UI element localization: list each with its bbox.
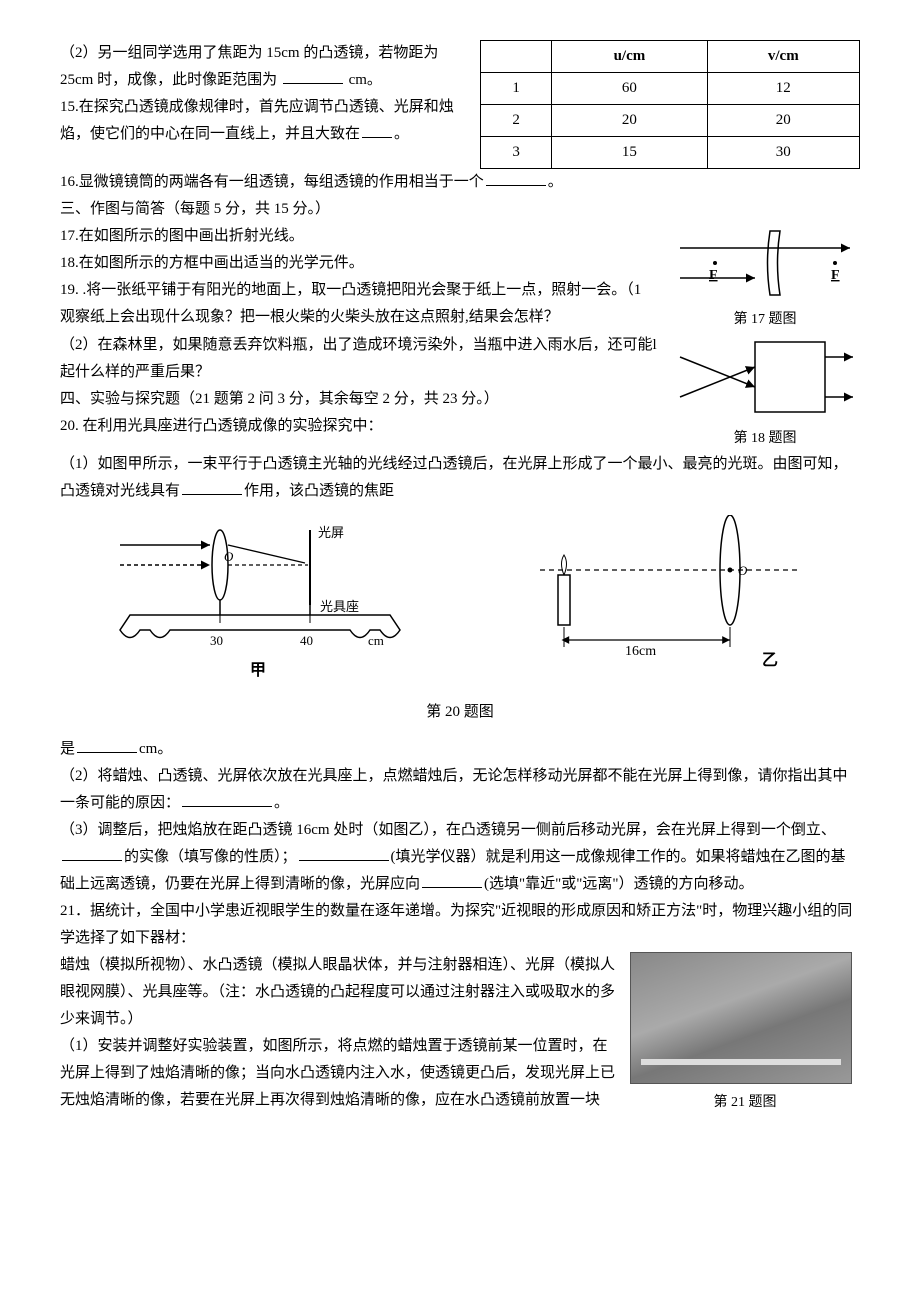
svg-text:光具座: 光具座 <box>320 599 359 614</box>
q20-2-blank <box>182 791 272 807</box>
candle-lens-icon: O 16cm 乙 <box>510 515 810 685</box>
cell: 3 <box>481 137 552 169</box>
fig17-F-left: F <box>709 268 718 283</box>
svg-text:cm: cm <box>368 633 384 648</box>
fig20-caption: 第 20 题图 <box>60 699 860 726</box>
q14-2-blank <box>283 68 343 84</box>
q17: 17.在如图所示的图中画出折射光线。 <box>60 223 658 250</box>
section3-heading: 三、作图与简答（每题 5 分，共 15 分。） <box>60 196 860 223</box>
cell: 15 <box>552 137 707 169</box>
q20-intro: 20. 在利用光具座进行凸透镜成像的实验探究中： <box>60 413 658 440</box>
uv-table: u/cm v/cm 1 60 12 2 20 20 3 15 30 <box>480 40 860 169</box>
q18: 18.在如图所示的方框中画出适当的光学元件。 <box>60 250 658 277</box>
q20-1-b: 作用，该凸透镜的焦距 <box>244 483 394 499</box>
q15-text: 15.在探究凸透镜成像规律时，首先应调节凸透镜、光屏和烛焰，使它们的中心在同一直… <box>60 94 460 148</box>
svg-text:光屏: 光屏 <box>318 525 344 540</box>
q14-2-text: （2）另一组同学选用了焦距为 15cm 的凸透镜，若物距为 25cm 时，成像，… <box>60 40 460 148</box>
q20-1: （1）如图甲所示，一束平行于凸透镜主光轴的光线经过凸透镜后，在光屏上形成了一个最… <box>60 451 860 505</box>
q19-2-block: （2）在森林里，如果随意丢弃饮料瓶，出了造成环境污染外，当瓶中进入雨水后，还可能… <box>60 332 860 451</box>
q16-blank <box>486 170 546 186</box>
q21-body: 蜡烛（模拟所视物）、水凸透镜（模拟人眼晶状体，并与注射器相连）、光屏（模拟人眼视… <box>60 952 618 1033</box>
q20-2: （2）将蜡烛、凸透镜、光屏依次放在光具座上，点燃蜡烛后，无论怎样移动光屏都不能在… <box>60 763 860 817</box>
q17-19-block: 17.在如图所示的图中画出折射光线。 18.在如图所示的方框中画出适当的光学元件… <box>60 223 860 332</box>
q16-a: 16.显微镜镜筒的两端各有一组透镜，每组透镜的作用相当于一个 <box>60 174 484 190</box>
q15-blank <box>362 122 392 138</box>
q20-cont: 是 cm。 <box>60 736 860 763</box>
svg-text:16cm: 16cm <box>625 644 656 659</box>
table-row: u/cm v/cm <box>481 41 860 73</box>
q14-and-table: （2）另一组同学选用了焦距为 15cm 的凸透镜，若物距为 25cm 时，成像，… <box>60 40 860 169</box>
q21-row: 蜡烛（模拟所视物）、水凸透镜（模拟人眼晶状体，并与注射器相连）、光屏（模拟人眼视… <box>60 952 860 1115</box>
cell: 2 <box>481 105 552 137</box>
th-blank <box>481 41 552 73</box>
cell: 1 <box>481 73 552 105</box>
fig20-row: O 光屏 光具座 30 40 cm 甲 <box>60 515 860 695</box>
q20-1-a: （1）如图甲所示，一束平行于凸透镜主光轴的光线经过凸透镜后，在光屏上形成了一个最… <box>60 456 848 499</box>
q16-b: 。 <box>548 174 563 190</box>
q21-text-col: 蜡烛（模拟所视物）、水凸透镜（模拟人眼晶状体，并与注射器相连）、光屏（模拟人眼视… <box>60 952 618 1114</box>
cell: 20 <box>552 105 707 137</box>
fig21: 第 21 题图 <box>630 952 860 1115</box>
q20-3: （3）调整后，把烛焰放在距凸透镜 16cm 处时（如图乙），在凸透镜另一侧前后移… <box>60 817 860 898</box>
q20-2-b: 。 <box>274 795 289 811</box>
table-row: 2 20 20 <box>481 105 860 137</box>
q21-intro: 21．据统计，全国中小学患近视眼学生的数量在逐年递增。为探究"近视眼的形成原因和… <box>60 898 860 952</box>
th-v: v/cm <box>707 41 859 73</box>
q20-3-blank2 <box>299 845 389 861</box>
table-row: 1 60 12 <box>481 73 860 105</box>
q19-2-text: （2）在森林里，如果随意丢弃饮料瓶，出了造成环境污染外，当瓶中进入雨水后，还可能… <box>60 332 658 440</box>
fig17-F-right: F <box>831 268 840 283</box>
cell: 12 <box>707 73 859 105</box>
q20-1-blank1 <box>182 479 242 495</box>
q20-cont-a: 是 <box>60 741 75 757</box>
q20-3-a: （3）调整后，把烛焰放在距凸透镜 16cm 处时（如图乙），在凸透镜另一侧前后移… <box>60 822 836 838</box>
section4-heading: 四、实验与探究题（21 题第 2 问 3 分，其余每空 2 分，共 23 分。） <box>60 386 658 413</box>
svg-text:40: 40 <box>300 633 313 648</box>
optics-box-icon <box>675 332 855 422</box>
fig18: 第 18 题图 <box>670 332 860 451</box>
optical-bench-icon: O 光屏 光具座 30 40 cm 甲 <box>110 515 410 685</box>
concave-lens-icon: F F <box>675 223 855 303</box>
svg-text:30: 30 <box>210 633 223 648</box>
q16: 16.显微镜镜筒的两端各有一组透镜，每组透镜的作用相当于一个 。 <box>60 169 860 196</box>
fig20-left: O 光屏 光具座 30 40 cm 甲 <box>110 515 410 695</box>
q19-2: （2）在森林里，如果随意丢弃饮料瓶，出了造成环境污染外，当瓶中进入雨水后，还可能… <box>60 332 658 386</box>
fig17-caption: 第 17 题图 <box>670 307 860 332</box>
q19: 19. .将一张纸平铺于有阳光的地面上，取一凸透镜把阳光会聚于纸上一点，照射一会… <box>60 277 658 331</box>
q20-cont-blank <box>77 737 137 753</box>
q20-3-blank3 <box>422 872 482 888</box>
q20-3-blank1 <box>62 845 122 861</box>
fig18-caption: 第 18 题图 <box>670 426 860 451</box>
table-row: 3 15 30 <box>481 137 860 169</box>
cell: 60 <box>552 73 707 105</box>
q20-2-a: （2）将蜡烛、凸透镜、光屏依次放在光具座上，点燃蜡烛后，无论怎样移动光屏都不能在… <box>60 768 848 811</box>
cell: 30 <box>707 137 859 169</box>
fig20-right: O 16cm 乙 <box>510 515 810 695</box>
cell: 20 <box>707 105 859 137</box>
data-table-wrap: u/cm v/cm 1 60 12 2 20 20 3 15 30 <box>480 40 860 169</box>
q20-3-b: 的实像（填写像的性质）； <box>124 849 297 865</box>
q15-end: 。 <box>394 126 409 142</box>
fig17: F F 第 17 题图 <box>670 223 860 332</box>
th-u: u/cm <box>552 41 707 73</box>
q21-1: （1）安装并调整好实验装置，如图所示，将点燃的蜡烛置于透镜前某一位置时，在光屏上… <box>60 1033 618 1114</box>
svg-text:乙: 乙 <box>762 652 778 669</box>
q14-2-unit: cm。 <box>349 72 382 88</box>
svg-text:甲: 甲 <box>250 661 266 679</box>
q20-3-d: (选填"靠近"或"远离"）透镜的方向移动。 <box>484 876 754 892</box>
fig21-caption: 第 21 题图 <box>630 1090 860 1115</box>
experiment-photo-icon <box>630 952 852 1084</box>
q17-19-text: 17.在如图所示的图中画出折射光线。 18.在如图所示的方框中画出适当的光学元件… <box>60 223 658 331</box>
q20-cont-b: cm。 <box>139 741 172 757</box>
svg-text:O: O <box>224 549 234 564</box>
